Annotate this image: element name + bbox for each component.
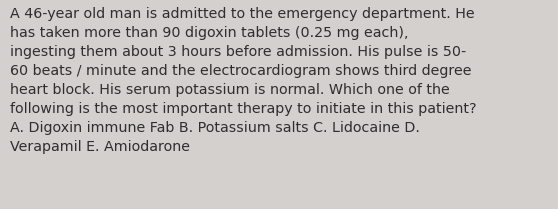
Text: A 46-year old man is admitted to the emergency department. He
has taken more tha: A 46-year old man is admitted to the eme… <box>10 7 477 154</box>
